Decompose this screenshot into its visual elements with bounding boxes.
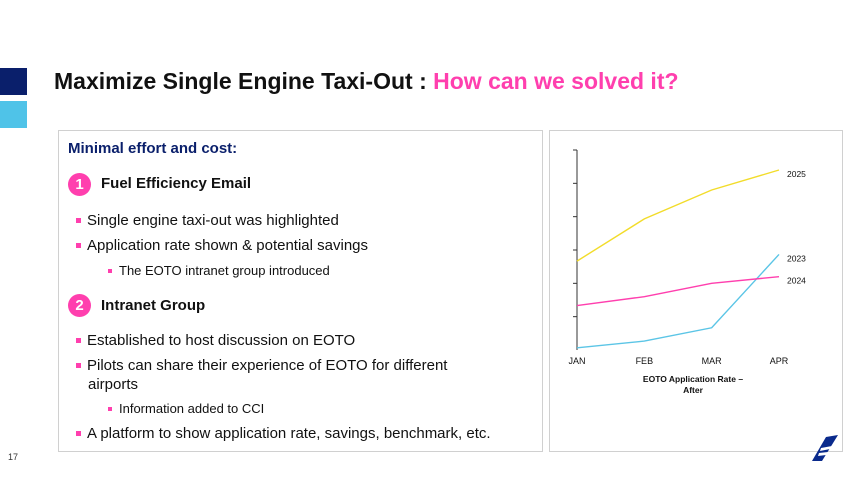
page-number: 17 [8,452,19,462]
x-tick-label: FEB [636,356,654,366]
bullet-continuation: airports [88,376,139,393]
bullet-item: Single engine taxi-out was highlighted [76,212,339,229]
series-label-2023: 2023 [787,253,806,263]
bullet-item: Pilots can share their experience of EOT… [76,357,447,374]
x-tick-label: APR [770,356,789,366]
x-axis-label: EOTO Application Rate – [643,374,743,384]
line-chart: JAN FEB MAR APR 2025 2023 2024 EOTO Application… [568,149,806,395]
chart-panel: JAN FEB MAR APR 2025 2023 2024 EOTO Application… [549,130,843,452]
title-main: Maximize Single Engine Taxi-Out : [54,68,427,94]
accent-block-navy [0,68,27,95]
left-panel: Minimal effort and cost: 1 Fuel Efficien… [58,130,543,452]
airline-logo-icon [812,435,838,461]
x-axis-label: After [683,385,704,395]
section-heading-2: Intranet Group [101,297,206,314]
section-number-1: 1 [68,173,91,196]
series-line-2025 [576,169,780,262]
section-number-2: 2 [68,294,91,317]
sub-bullet-item: Information added to CCI [108,401,264,416]
bullet-item: Established to host discussion on EOTO [76,332,355,349]
title-accent: How can we solved it? [433,68,679,94]
x-tick-label: MAR [702,356,723,366]
slide-title: Maximize Single Engine Taxi-Out : How ca… [54,68,679,95]
series-label-2025: 2025 [787,169,806,179]
accent-block-cyan [0,101,27,128]
panel-subheading: Minimal effort and cost: [68,140,238,157]
sub-bullet-item: The EOTO intranet group introduced [108,263,330,278]
x-tick-label: JAN [568,356,585,366]
bullet-item: Application rate shown & potential savin… [76,237,368,254]
series-line-2024 [576,275,780,307]
series-line-2023 [576,253,780,349]
series-label-2024: 2024 [787,276,806,286]
bullet-item: A platform to show application rate, sav… [76,425,491,442]
section-heading-1: Fuel Efficiency Email [101,175,252,192]
